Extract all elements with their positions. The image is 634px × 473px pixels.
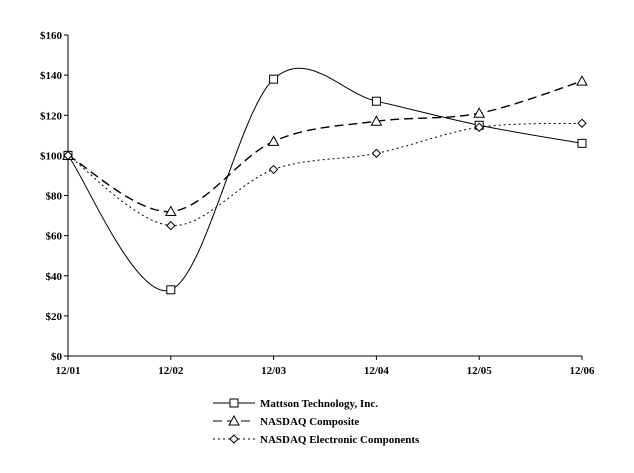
legend: Mattson Technology, Inc. NASDAQ Composite… bbox=[213, 398, 420, 446]
triangle-point bbox=[164, 205, 177, 217]
diamond-point bbox=[63, 150, 73, 161]
series-group bbox=[62, 67, 588, 295]
legend-triangle-icon bbox=[228, 414, 240, 426]
y-tick-label: $20 bbox=[46, 311, 63, 323]
axes: $0 $20 $40 $60 $80 $100 $120 $140 $160 12/01 12/02… bbox=[40, 30, 595, 377]
legend-label: NASDAQ Electronic Components bbox=[260, 434, 420, 446]
y-tick-label: $0 bbox=[51, 351, 63, 363]
square-point bbox=[269, 74, 279, 84]
series-line bbox=[67, 67, 583, 292]
x-tick-label: 12/04 bbox=[364, 365, 390, 377]
triangle-point bbox=[267, 135, 280, 146]
y-tick-label: $80 bbox=[46, 191, 63, 203]
square-point bbox=[166, 285, 176, 295]
y-tick-label: $100 bbox=[40, 150, 63, 162]
y-tick-label: $120 bbox=[40, 110, 63, 122]
y-tick-label: $40 bbox=[46, 271, 63, 283]
legend-item: NASDAQ Electronic Components bbox=[213, 434, 420, 446]
diamond-point bbox=[166, 220, 176, 231]
x-tick-label: 12/02 bbox=[158, 365, 184, 377]
x-tick-label: 12/06 bbox=[569, 365, 595, 377]
legend-label: Mattson Technology, Inc. bbox=[260, 398, 378, 410]
legend-diamond-icon bbox=[229, 434, 239, 444]
square-point bbox=[371, 96, 381, 106]
series-square bbox=[63, 67, 587, 295]
triangle-point bbox=[370, 115, 383, 126]
legend-item: NASDAQ Composite bbox=[213, 414, 359, 428]
diamond-point bbox=[268, 164, 279, 175]
legend-square-icon bbox=[229, 398, 239, 408]
y-tick-label: $140 bbox=[40, 70, 63, 82]
diamond-point bbox=[577, 118, 587, 128]
series-diamond bbox=[63, 118, 587, 231]
y-tick-label: $60 bbox=[46, 231, 63, 243]
x-tick-label: 12/03 bbox=[261, 365, 287, 377]
triangle-point bbox=[473, 107, 486, 118]
triangle-point bbox=[576, 75, 588, 86]
square-point bbox=[577, 138, 587, 148]
legend-item: Mattson Technology, Inc. bbox=[213, 398, 378, 410]
series-triangle bbox=[62, 75, 588, 217]
legend-label: NASDAQ Composite bbox=[260, 416, 359, 428]
series-line bbox=[67, 80, 583, 213]
x-tick-label: 12/05 bbox=[467, 365, 493, 377]
y-tick-label: $160 bbox=[40, 30, 63, 42]
diamond-point bbox=[371, 148, 382, 159]
series-line bbox=[67, 122, 583, 227]
diamond-point bbox=[474, 122, 484, 132]
x-tick-label: 12/01 bbox=[55, 365, 80, 377]
